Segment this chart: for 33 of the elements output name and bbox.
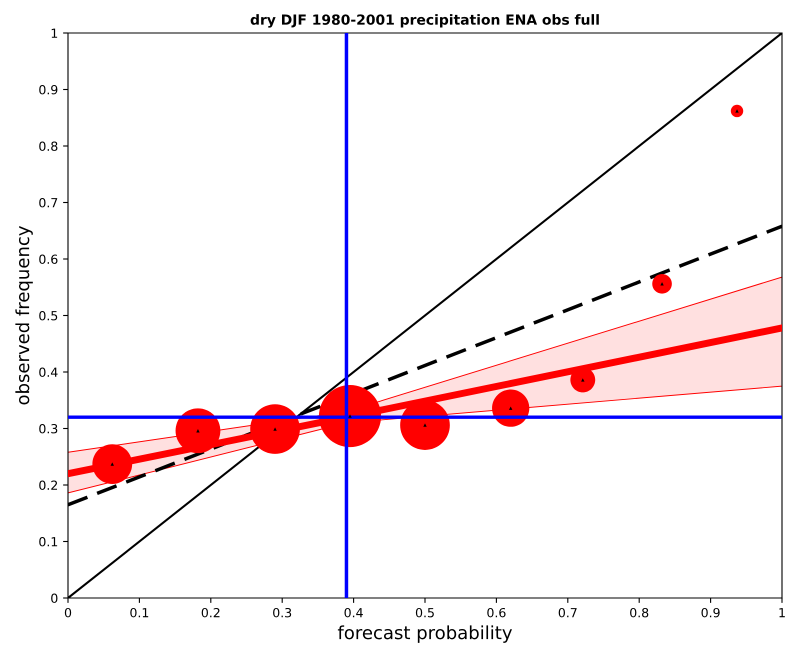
y-tick-label: 0.4 (39, 367, 58, 377)
y-tick-label: 1 (52, 28, 58, 38)
x-axis-title: forecast probability (338, 625, 512, 643)
point (581, 378, 584, 382)
point (348, 414, 352, 418)
chart-title: dry DJF 1980-2001 precipitation ENA obs full (250, 14, 599, 28)
point (110, 462, 114, 466)
point (660, 282, 664, 286)
x-tick-label: 0 (64, 608, 72, 618)
y-tick-label: 0.3 (39, 424, 58, 434)
x-tick-label: 0.5 (416, 608, 434, 618)
y-tick-label: 0 (51, 593, 58, 603)
x-tick-label: 0.1 (130, 608, 148, 618)
x-tick-label: 0.3 (273, 608, 292, 618)
y-tick-label: 0.2 (39, 480, 58, 490)
point (508, 406, 512, 410)
point (423, 423, 427, 427)
x-tick-label: 0.7 (558, 608, 577, 618)
y-axis-title: observed frequency (15, 226, 33, 405)
y-tick-label: 0.9 (39, 84, 58, 94)
point (196, 429, 200, 432)
y-tick-label: 0.7 (39, 198, 58, 208)
y-tick-label: 0.6 (39, 254, 58, 264)
x-tick-label: 0.6 (487, 608, 506, 618)
y-tick-label: 0.8 (39, 141, 58, 151)
x-tick-label: 0.4 (344, 608, 363, 618)
y-tick-label: 0.5 (39, 310, 58, 320)
x-tick-label: 0.2 (202, 608, 220, 618)
x-tick-label: 0.9 (701, 608, 720, 618)
y-tick-label: 0.1 (39, 536, 58, 546)
point (273, 427, 277, 431)
x-tick-label: 0.8 (630, 608, 648, 618)
x-tick-label: 1 (779, 608, 785, 618)
